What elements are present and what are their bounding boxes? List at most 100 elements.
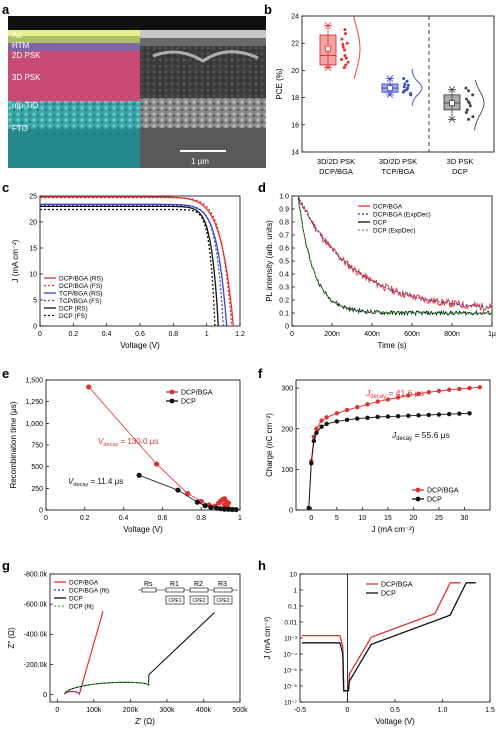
y-tick-label: 22 <box>291 41 299 48</box>
y-tick-label: 1 <box>293 588 297 595</box>
data-point <box>401 90 405 94</box>
x-tick-label: 0.8 <box>168 331 178 338</box>
circuit-label: CPE3 <box>216 598 229 604</box>
data-point <box>365 415 370 420</box>
data-point <box>446 411 452 417</box>
data-point <box>436 388 442 394</box>
data-point <box>402 85 406 89</box>
x-tick-label: 800n <box>444 331 460 338</box>
x-axis-label: Z′ (Ω) <box>135 717 155 726</box>
annotation: Vdecay = 11.4 μs <box>68 477 123 488</box>
y-tick-label: 15 <box>29 246 37 253</box>
series-line <box>40 205 219 327</box>
data-point <box>471 115 475 119</box>
circuit-label: Rs <box>144 581 153 588</box>
x-tick-label: 0.6 <box>158 515 168 522</box>
series-line <box>40 208 216 327</box>
cpe-element <box>213 595 233 605</box>
panel-label-b: b <box>264 2 272 17</box>
fto-layer <box>8 129 140 168</box>
au-layer <box>8 30 140 36</box>
data-point <box>355 416 360 421</box>
data-point <box>319 424 324 429</box>
legend-label: DCP/BGA <box>373 204 403 211</box>
x-tick-label: 1.0 <box>438 707 448 714</box>
x-tick-label: 0.4 <box>119 515 129 522</box>
y-axis-label: Charge (nC cm⁻²) <box>265 413 274 477</box>
panel-label-g: g <box>2 558 10 573</box>
x-tick-label: 5 <box>335 515 339 522</box>
y-tick-label: 10⁻⁴ <box>284 652 298 659</box>
panel-label-a: a <box>2 2 10 17</box>
x-axis-label: Voltage (V) <box>120 341 160 350</box>
data-point <box>175 487 181 493</box>
annotation: Jdecay = 55.6 μs <box>391 430 450 442</box>
data-point <box>198 498 204 504</box>
distribution-curve <box>411 68 423 106</box>
data-point <box>225 506 231 512</box>
data-point <box>395 395 401 400</box>
y-tick-label: 0.2 <box>279 298 289 305</box>
data-point <box>467 117 471 121</box>
resistor <box>141 587 157 593</box>
box-outlier <box>448 116 456 123</box>
legend-label: DCP (ExpDec) <box>373 228 416 235</box>
x-tick-label: 0.2 <box>68 331 78 338</box>
data-point <box>218 506 224 512</box>
x-tick-label: 10 <box>358 515 366 522</box>
plot-frame <box>295 379 491 511</box>
cpe-element <box>165 595 185 605</box>
data-point <box>345 41 349 45</box>
annotation: Jdecay = 41.6 μs <box>365 388 424 400</box>
y-axis-label: Recombination time (μs) <box>9 401 18 488</box>
x-tick-label: 400n <box>364 331 380 338</box>
y-tick-label: 10⁻³ <box>284 636 298 643</box>
data-point <box>405 87 409 91</box>
data-point <box>343 48 347 52</box>
x-tick-label: 0 <box>38 331 42 338</box>
legend-label: DCP/BGA <box>69 580 99 587</box>
y-tick-label: 0.01 <box>284 620 297 627</box>
data-point <box>416 413 421 418</box>
legend-label: DCP/BGA <box>427 488 459 495</box>
data-point <box>86 384 92 390</box>
data-point <box>467 411 472 416</box>
circuit-label: CPE2 <box>192 598 205 604</box>
x-tick-label: -0.5 <box>294 707 306 714</box>
box-outlier <box>448 86 456 93</box>
category-label: DCP <box>452 167 468 176</box>
cpe-element <box>189 595 209 605</box>
y-tick-label: 10 <box>290 572 298 579</box>
legend-label: DCP/BGA (FS) <box>59 283 102 290</box>
circuit-label: CPE1 <box>168 598 181 604</box>
category-label: 3D/2D PSK <box>379 157 417 166</box>
chart-d: 0 200n 400n 600n 800n 1μ 0 0.1 0.2 0.3 0.4 0.5 0.6 0.… <box>265 194 496 351</box>
data-point <box>194 499 200 505</box>
x-tick-label: 1.5 <box>485 707 495 714</box>
x-tick-label: 1 <box>205 331 209 338</box>
series-line <box>64 611 104 695</box>
data-point <box>311 438 317 444</box>
legend-marker <box>169 398 175 404</box>
box-outlier <box>324 22 332 29</box>
panel-label-e: e <box>2 366 10 381</box>
layer-label-3dpsk: 3D PSK <box>12 73 41 82</box>
data-point <box>136 472 142 478</box>
data-point <box>436 412 442 417</box>
y-tick-label: 20 <box>29 220 37 227</box>
data-point <box>344 407 350 413</box>
category-label: DCP/BGA <box>319 167 353 176</box>
tio2-layer <box>8 101 140 129</box>
box-outlier <box>386 75 394 82</box>
y-axis-label: Z″ (Ω) <box>7 627 16 649</box>
legend-label: DCP <box>69 596 83 603</box>
y-tick-label: 10⁻⁷ <box>284 700 298 707</box>
y-tick-label: 18 <box>291 95 299 102</box>
x-tick-label: 600n <box>404 331 420 338</box>
plot-frame <box>301 15 495 153</box>
x-tick-label: 20 <box>410 515 418 522</box>
series-line <box>301 582 476 692</box>
y-tick-label: 10 <box>29 272 37 279</box>
data-point <box>406 393 411 398</box>
y-axis-label: PL intensity (arb. units) <box>265 220 274 302</box>
